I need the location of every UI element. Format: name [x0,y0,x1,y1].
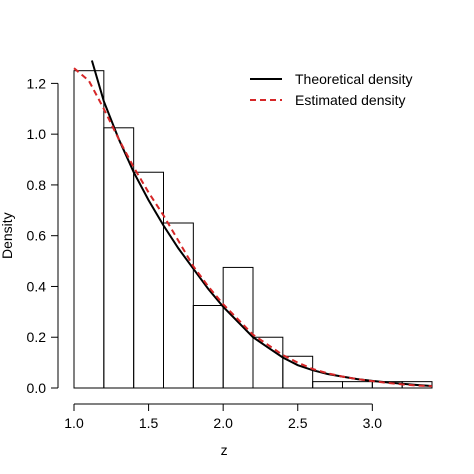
histogram-bar-4 [192,305,224,389]
x-tick-label-1: 1.5 [139,415,159,431]
axes: 1.0 1.5 2.0 2.5 3.0 0.0 0.2 0.4 0.6 0.8 1.0 1.2 [27,75,383,431]
density-lines [73,60,433,388]
y-tick-label-6: 1.2 [27,75,47,91]
histogram-bar-2 [133,171,165,389]
histogram-bar-5 [222,266,254,389]
legend-label-0: Theoretical density [295,71,413,87]
estimated-density-line [73,67,433,388]
y-tick-label-1: 0.2 [27,329,47,345]
x-tick-label-4: 3.0 [363,415,383,431]
histogram-bars [73,70,433,389]
histogram-bar-7 [282,355,314,389]
x-tick-label-2: 2.0 [213,415,233,431]
y-tick-label-3: 0.6 [27,228,47,244]
y-tick-label-5: 1.0 [27,126,47,142]
y-tick-label-0: 0.0 [27,380,47,396]
x-tick-label-3: 2.5 [288,415,308,431]
x-axis-title: z [221,442,228,458]
histogram-bar-8 [312,381,343,389]
histogram-bar-9 [342,381,373,389]
legend: Theoretical density Estimated density [250,71,413,108]
legend-label-1: Estimated density [295,92,406,108]
y-tick-label-2: 0.4 [27,278,47,294]
histogram-bar-1 [103,127,135,389]
y-tick-label-4: 0.8 [27,177,47,193]
x-tick-label-0: 1.0 [64,415,84,431]
y-axis-title: Density [0,212,15,259]
histogram-bar-0 [73,70,105,389]
